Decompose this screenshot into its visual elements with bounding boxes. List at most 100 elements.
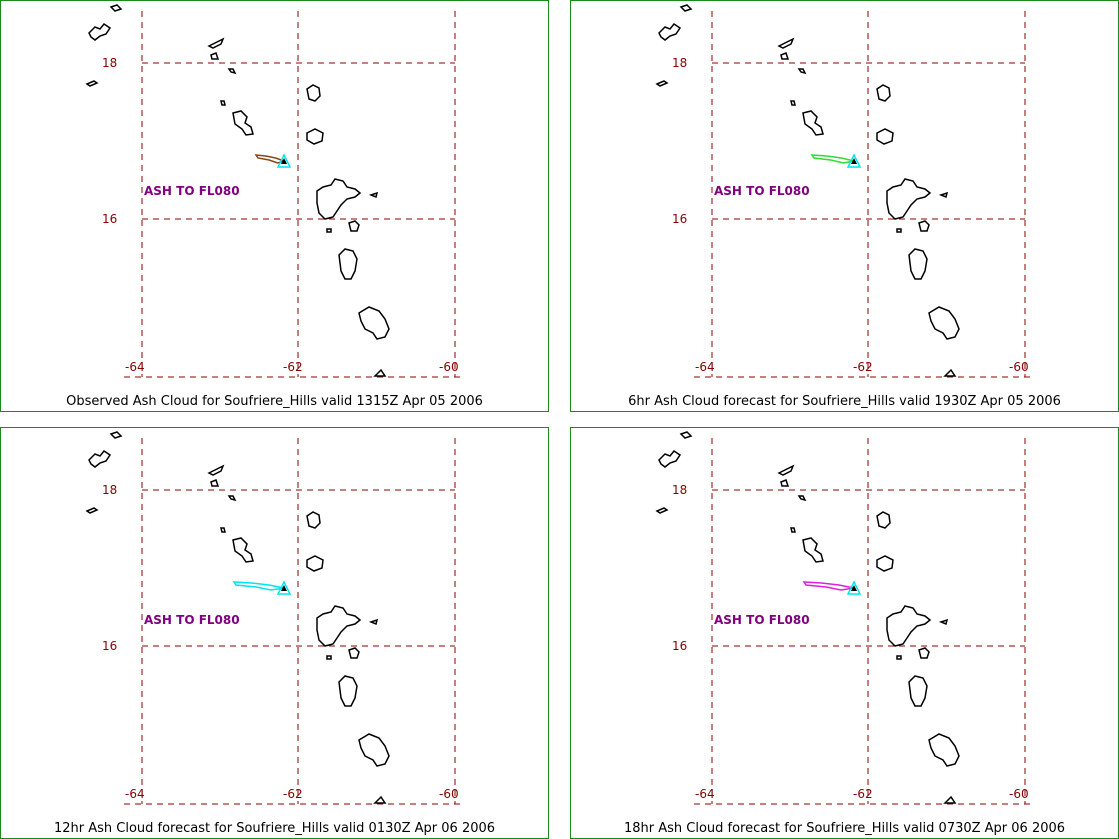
ash-map: 18 16 -64 -62 -60 ASH TO FL080 <box>655 4 1031 378</box>
panel-caption: Observed Ash Cloud for Soufriere_Hills v… <box>66 394 483 409</box>
ash-map: 18 16 -64 -62 -60 ASH TO FL080 <box>655 431 1031 805</box>
island-marie-galante <box>348 647 360 659</box>
volcano-marker-icon <box>276 580 292 595</box>
longitude-label: -60 <box>1009 787 1029 801</box>
island-virgin-islands <box>88 431 123 468</box>
ash-map: 18 16 -64 -62 -60 ASH TO FL080 <box>85 4 461 378</box>
island-marie-galante <box>918 647 930 659</box>
island-nevis <box>790 527 796 533</box>
latitude-label: 18 <box>672 56 687 70</box>
island-barbuda <box>306 128 324 145</box>
ash-cloud-polygon <box>802 581 855 591</box>
latitude-label: 16 <box>102 212 117 226</box>
island-marie-galante <box>918 220 930 232</box>
island-st-lucia-tip <box>943 368 957 377</box>
latitude-label: 18 <box>672 483 687 497</box>
map-panel-6hr: 18 16 -64 -62 -60 ASH TO FL080 6hr Ash Cloud … <box>570 0 1119 412</box>
latitude-label: 16 <box>102 639 117 653</box>
island-st-lucia-tip <box>373 795 387 804</box>
island-dominica <box>908 248 928 280</box>
island-virgin-islands <box>88 4 123 41</box>
ash-level-label: ASH TO FL080 <box>714 184 810 198</box>
volcano-marker-icon <box>846 153 862 168</box>
longitude-label: -64 <box>125 787 145 801</box>
island-montserrat-chain <box>232 110 254 136</box>
island-anguilla <box>207 37 225 49</box>
ash-map: 18 16 -64 -62 -60 ASH TO FL080 <box>85 431 461 805</box>
island-montserrat-chain <box>232 537 254 563</box>
volcano-center-icon <box>851 158 857 164</box>
island-martinique <box>358 733 390 767</box>
ash-cloud-polygon <box>810 154 855 164</box>
island-les-saintes <box>326 228 332 233</box>
longitude-label: -64 <box>695 787 715 801</box>
longitude-label: -62 <box>853 360 873 374</box>
panel-caption: 6hr Ash Cloud forecast for Soufriere_Hil… <box>628 394 1061 409</box>
island-outlines <box>85 431 390 804</box>
lat-lon-grid <box>694 11 1031 378</box>
island-barbuda <box>306 555 324 572</box>
island-guadeloupe <box>886 178 949 220</box>
island-st-kitts <box>797 68 807 75</box>
ash-level-label: ASH TO FL080 <box>714 613 810 627</box>
ash-level-label: ASH TO FL080 <box>144 184 240 198</box>
map-panel-12hr: 18 16 -64 -62 -60 ASH TO FL080 12hr Ash Cloud… <box>0 427 549 839</box>
island-st-lucia-tip <box>373 368 387 377</box>
island-st-martin <box>780 479 790 487</box>
island-dominica <box>338 248 358 280</box>
longitude-label: -64 <box>695 360 715 374</box>
island-nevis <box>790 100 796 106</box>
island-barbuda <box>876 128 894 145</box>
panel-caption: 12hr Ash Cloud forecast for Soufriere_Hi… <box>53 821 496 836</box>
island-nevis <box>220 527 226 533</box>
island-antigua <box>876 511 891 529</box>
island-virgin-gorda <box>85 80 99 87</box>
island-antigua <box>306 511 321 529</box>
lat-lon-grid <box>694 438 1031 805</box>
island-virgin-gorda <box>85 507 99 514</box>
island-martinique <box>928 733 960 767</box>
island-montserrat-chain <box>802 537 824 563</box>
ash-cloud-polygon <box>254 154 287 164</box>
island-st-martin <box>780 52 790 60</box>
island-antigua <box>876 84 891 102</box>
island-outlines <box>85 4 390 377</box>
longitude-label: -60 <box>1009 360 1029 374</box>
island-les-saintes <box>896 228 902 233</box>
island-anguilla <box>777 464 795 476</box>
island-les-saintes <box>896 655 902 660</box>
longitude-label: -62 <box>283 360 303 374</box>
island-st-kitts <box>227 68 237 75</box>
map-panel-observed: 18 16 -64 -62 -60 ASH TO FL080 Observed Ash C… <box>0 0 549 412</box>
longitude-label: -64 <box>125 360 145 374</box>
volcano-marker-icon <box>276 153 292 168</box>
island-martinique <box>358 306 390 340</box>
lat-lon-grid <box>124 438 461 805</box>
latitude-label: 16 <box>672 639 687 653</box>
panel-caption: 18hr Ash Cloud forecast for Soufriere_Hi… <box>623 821 1066 836</box>
volcano-center-icon <box>281 585 287 591</box>
island-virgin-gorda <box>655 80 669 87</box>
ash-cloud-polygon <box>232 581 285 591</box>
longitude-label: -60 <box>439 360 459 374</box>
island-guadeloupe <box>316 605 379 647</box>
island-martinique <box>928 306 960 340</box>
island-st-martin <box>210 479 220 487</box>
ash-level-label: ASH TO FL080 <box>144 613 240 627</box>
island-anguilla <box>777 37 795 49</box>
longitude-label: -62 <box>283 787 303 801</box>
island-virgin-islands <box>658 431 693 468</box>
island-outlines <box>655 431 960 804</box>
map-panel-18hr: 18 16 -64 -62 -60 ASH TO FL080 18hr Ash Cloud… <box>570 427 1119 839</box>
island-guadeloupe <box>886 605 949 647</box>
latitude-label: 18 <box>102 56 117 70</box>
volcano-marker-icon <box>846 580 862 595</box>
island-montserrat-chain <box>802 110 824 136</box>
latitude-label: 16 <box>672 212 687 226</box>
island-st-lucia-tip <box>943 795 957 804</box>
island-virgin-gorda <box>655 507 669 514</box>
island-dominica <box>908 675 928 707</box>
island-nevis <box>220 100 226 106</box>
island-guadeloupe <box>316 178 379 220</box>
island-virgin-islands <box>658 4 693 41</box>
